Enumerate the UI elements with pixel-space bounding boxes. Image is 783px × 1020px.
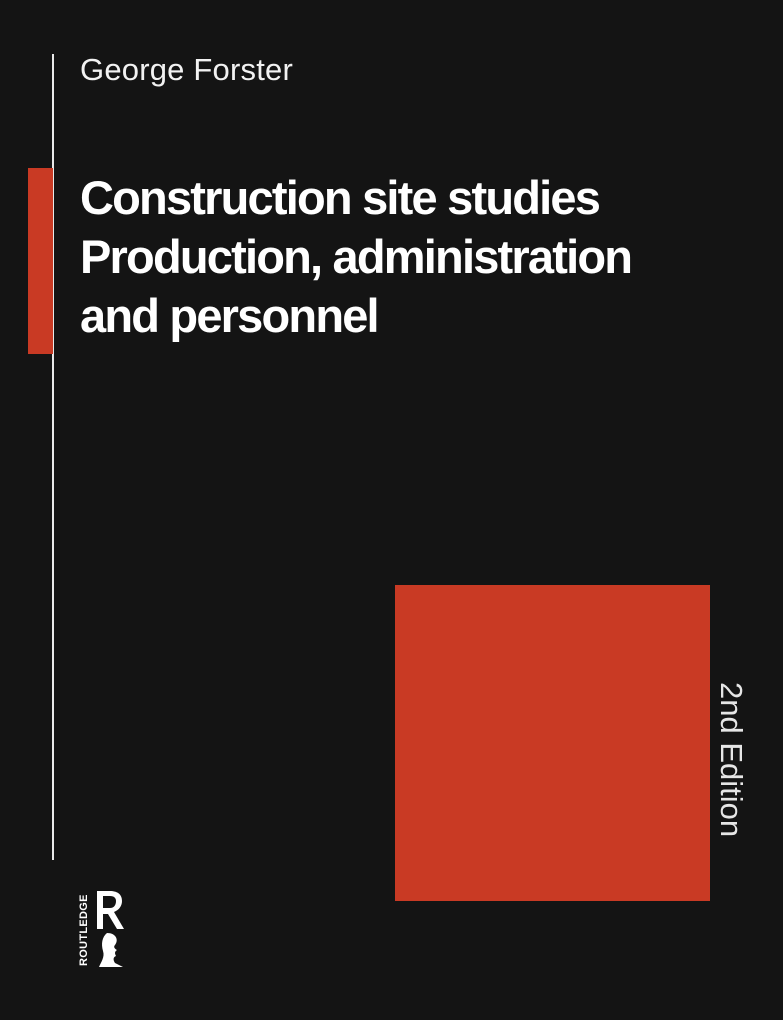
red-square-graphic xyxy=(395,585,710,901)
edition-label: 2nd Edition xyxy=(714,682,749,838)
red-accent-bar xyxy=(28,168,53,354)
title-line-3: and personnel xyxy=(80,289,380,342)
author-name: George Forster xyxy=(80,52,293,87)
vertical-rule xyxy=(52,54,54,860)
routledge-logo-icon xyxy=(97,891,124,967)
title-line-1: Construction site studies xyxy=(80,171,601,224)
book-title: Construction site studies Production, ad… xyxy=(80,168,633,345)
title-line-2: Production, administration xyxy=(80,230,633,283)
publisher-name: ROUTLEDGE xyxy=(78,894,90,966)
